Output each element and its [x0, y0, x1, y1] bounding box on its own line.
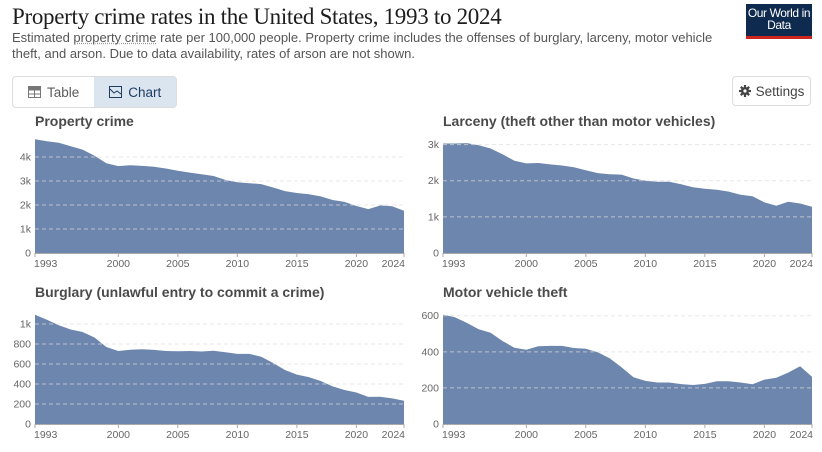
x-tick-label: 2010: [226, 258, 250, 270]
y-tick-label: 2k: [20, 200, 32, 212]
view-tabs: Table Chart: [12, 76, 178, 108]
x-tick-label: 2005: [574, 429, 598, 441]
x-tick-label: 2015: [693, 429, 717, 441]
y-tick-label: 3k: [20, 176, 32, 188]
chart-panel-burglary: Burglary (unlawful entry to commit a cri…: [10, 284, 410, 444]
x-tick-label: 2020: [345, 258, 369, 270]
chart-motor-vehicle-theft: 0 200 400 600 1993 2000 2005 2010 2015 2020 2024: [421, 310, 814, 441]
x-tick-label: 2024: [382, 429, 406, 441]
x-tick-label: 2000: [107, 429, 131, 441]
x-tick-label: 2005: [166, 258, 190, 270]
area-series[interactable]: [35, 314, 404, 424]
chart-title: Burglary (unlawful entry to commit a cri…: [35, 284, 325, 300]
y-tick-label: 400: [13, 379, 31, 391]
chart-panel-property-crime: Property crime 0 1k 2k 3k 4k 1993 2000 2005 2010…: [10, 113, 410, 273]
y-tick-label: 0: [433, 248, 439, 260]
table-icon: [28, 86, 41, 98]
y-tick-label: 400: [421, 346, 439, 358]
chart-panel-motor-vehicle-theft: Motor vehicle theft 0 200 400 600 1993 2000 20…: [418, 284, 818, 444]
y-tick-label: 0: [433, 419, 439, 431]
y-tick-label: 800: [13, 339, 31, 351]
x-tick-label: 2024: [790, 258, 814, 270]
x-tick-label: 2020: [753, 258, 777, 270]
y-tick-label: 2k: [428, 175, 440, 187]
chart-title: Motor vehicle theft: [443, 284, 568, 300]
y-tick-label: 0: [25, 248, 31, 260]
tab-table[interactable]: Table: [13, 77, 94, 107]
x-tick-label: 1993: [442, 258, 466, 270]
x-tick-label: 2000: [107, 258, 131, 270]
x-tick-label: 2010: [634, 258, 658, 270]
page-title: Property crime rates in the United State…: [12, 4, 502, 29]
x-tick-label: 2005: [574, 258, 598, 270]
x-tick-label: 2024: [382, 258, 406, 270]
chart-title: Larceny (theft other than motor vehicles…: [443, 113, 716, 129]
page-subtitle: Estimated property crime rate per 100,00…: [12, 30, 722, 62]
subtitle-text: Estimated: [12, 30, 74, 45]
logo-text: Our World in Data: [747, 6, 811, 32]
area-series[interactable]: [35, 139, 404, 253]
y-tick-label: 600: [13, 359, 31, 371]
x-tick-label: 2015: [285, 258, 309, 270]
chart-burglary: 0 200 400 600 800 1k 1993 2000 2005 2010 2015 2020 2…: [13, 314, 406, 441]
y-tick-label: 600: [421, 310, 439, 322]
settings-label: Settings: [755, 83, 805, 99]
chart-icon: [109, 86, 123, 98]
x-tick-label: 2020: [345, 429, 369, 441]
y-tick-label: 4k: [20, 152, 32, 164]
x-tick-label: 2015: [693, 258, 717, 270]
x-tick-label: 2024: [790, 429, 814, 441]
y-tick-label: 3k: [428, 139, 440, 151]
owid-logo[interactable]: Our World in Data: [746, 4, 812, 39]
area-series[interactable]: [443, 314, 812, 424]
tab-chart[interactable]: Chart: [94, 77, 177, 107]
y-tick-label: 200: [421, 382, 439, 394]
y-tick-label: 1k: [20, 224, 32, 236]
y-tick-label: 200: [13, 399, 31, 411]
x-tick-label: 2000: [515, 429, 539, 441]
property-crime-definition-link[interactable]: property crime: [73, 30, 157, 45]
tab-table-label: Table: [47, 84, 80, 100]
area-series[interactable]: [443, 143, 812, 253]
gear-icon: [738, 85, 751, 97]
x-tick-label: 1993: [34, 258, 58, 270]
y-tick-label: 1k: [20, 319, 32, 331]
x-tick-label: 2010: [634, 429, 658, 441]
chart-larceny: 0 1k 2k 3k 1993 2000 2005 2010 2015 2020 2024: [428, 139, 814, 270]
subtitle-text: rate per 100,000 people. Property crime …: [12, 30, 713, 61]
settings-button[interactable]: Settings: [732, 76, 811, 106]
x-tick-label: 2000: [515, 258, 539, 270]
x-tick-label: 1993: [34, 429, 58, 441]
y-tick-label: 1k: [428, 211, 440, 223]
chart-title: Property crime: [35, 113, 134, 129]
y-tick-label: 0: [25, 419, 31, 431]
x-tick-label: 2015: [285, 429, 309, 441]
chart-property-crime: 0 1k 2k 3k 4k 1993 2000 2005 2010 2015 2020 2024: [20, 139, 406, 270]
chart-panel-larceny: Larceny (theft other than motor vehicles…: [418, 113, 818, 273]
x-tick-label: 2010: [226, 429, 250, 441]
x-tick-label: 2020: [753, 429, 777, 441]
tab-chart-label: Chart: [128, 84, 162, 100]
x-tick-label: 1993: [442, 429, 466, 441]
x-tick-label: 2005: [166, 429, 190, 441]
